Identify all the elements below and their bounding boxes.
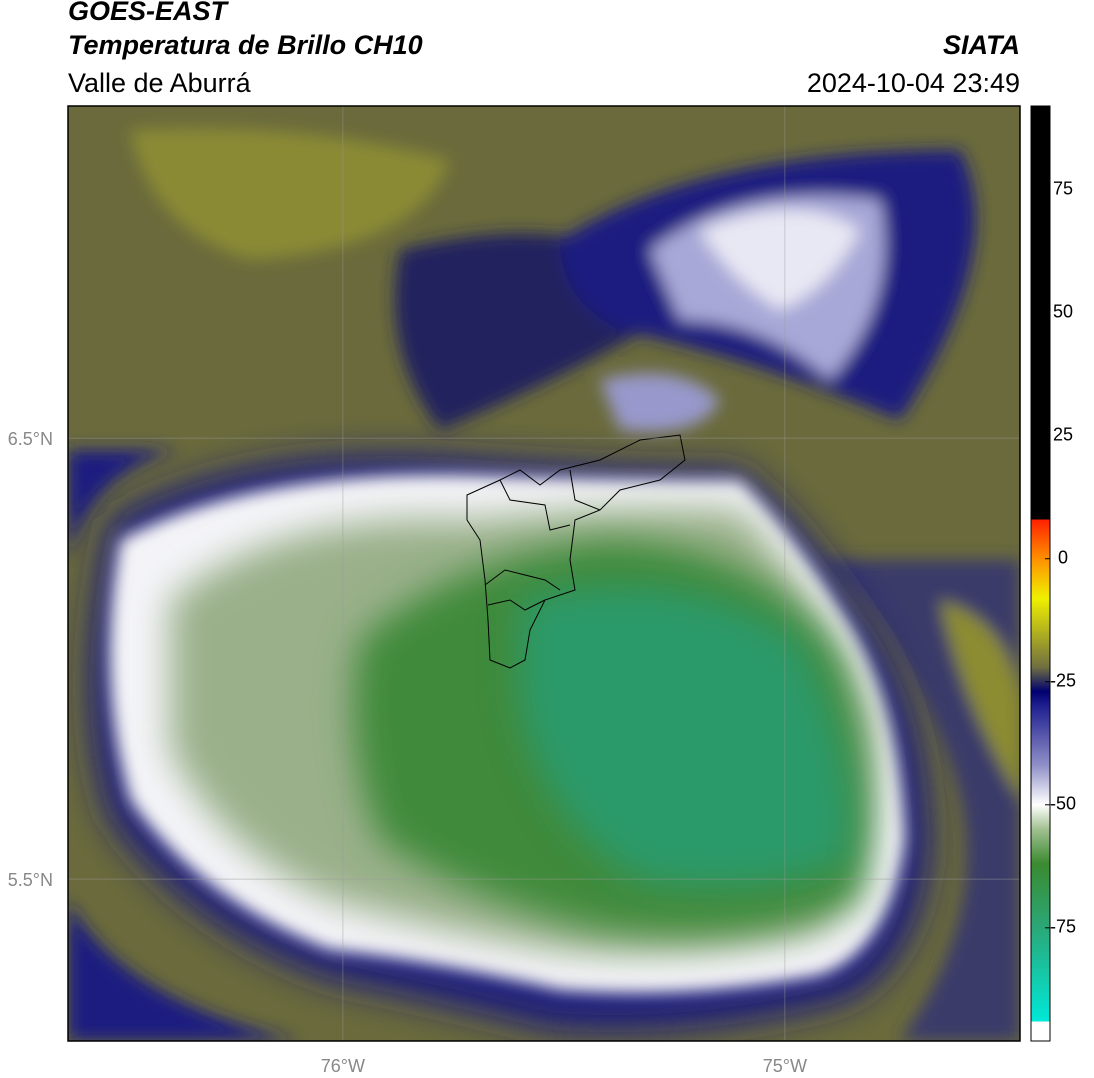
title: GOES-EAST [68, 0, 230, 26]
colorbar [1030, 105, 1051, 1042]
datetime: 2024-10-04 23:49 [807, 68, 1020, 98]
colorbar-tick-label: 75 [1053, 178, 1073, 198]
map-frame [67, 105, 1021, 1042]
satellite-image [68, 106, 1020, 1041]
x-tick-label: 76°W [321, 1056, 365, 1076]
source: SIATA [943, 30, 1020, 60]
colorbar-tick-label: 0 [1058, 547, 1068, 567]
x-tick-label: 75°W [763, 1056, 807, 1076]
y-tick-label: 5.5°N [8, 870, 53, 890]
region: Valle de Aburrá [68, 68, 252, 98]
colorbar-tick-label: 50 [1053, 301, 1073, 321]
subtitle: Temperatura de Brillo CH10 [68, 30, 423, 60]
municipal-boundaries [466, 434, 686, 669]
colorbar-tick-label: 25 [1053, 424, 1073, 444]
colorbar-tick-label: -75 [1050, 917, 1076, 937]
colorbar-tick-label: -25 [1050, 671, 1076, 691]
colorbar-tick-label: -50 [1050, 794, 1076, 814]
y-tick-label: 6.5°N [8, 429, 53, 449]
